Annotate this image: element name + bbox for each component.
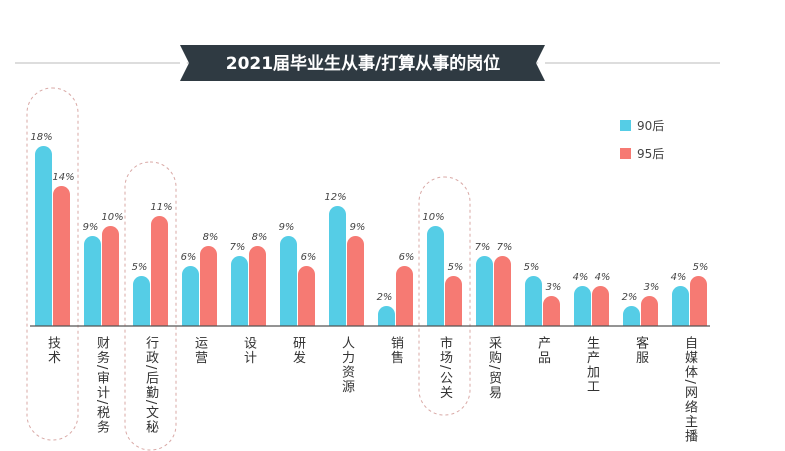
bar <box>641 296 658 326</box>
bar <box>35 146 52 326</box>
chart-title: 2021届毕业生从事/打算从事的岗位 <box>226 53 501 74</box>
category-label: 设计 <box>241 336 257 365</box>
bar <box>133 276 150 326</box>
data-label: 9% <box>83 222 99 233</box>
category-label: 研发 <box>290 336 306 365</box>
data-label: 4% <box>595 272 611 283</box>
category-label: 客服 <box>633 335 649 365</box>
data-label: 9% <box>350 222 366 233</box>
data-label: 10% <box>422 212 444 223</box>
category-label: 产品 <box>535 336 551 365</box>
category-label: 技术 <box>45 336 61 365</box>
data-label: 18% <box>30 132 52 143</box>
data-label: 5% <box>132 262 148 273</box>
data-label: 3% <box>644 282 660 293</box>
title-banner <box>180 45 545 81</box>
data-label: 6% <box>301 252 317 263</box>
bar <box>445 276 462 326</box>
bar <box>574 286 591 326</box>
legend-swatch <box>620 148 631 159</box>
data-label: 12% <box>324 192 346 203</box>
bar <box>182 266 199 326</box>
bar <box>102 226 119 326</box>
bar <box>298 266 315 326</box>
data-label: 9% <box>279 222 295 233</box>
data-label: 6% <box>399 252 415 263</box>
category-label: 运营 <box>192 336 208 365</box>
category-label: 销售 <box>388 336 404 365</box>
data-label: 7% <box>475 242 491 253</box>
category-label: 人力资源 <box>339 336 355 394</box>
bar <box>378 306 395 326</box>
data-label: 10% <box>101 212 123 223</box>
bar <box>623 306 640 326</box>
bar <box>249 246 266 326</box>
bar <box>494 256 511 326</box>
category-label: 采购/贸易 <box>486 336 502 400</box>
data-label: 4% <box>671 272 687 283</box>
bar <box>525 276 542 326</box>
bar <box>396 266 413 326</box>
bar <box>329 206 346 326</box>
category-label: 生产加工 <box>584 336 600 394</box>
bar <box>280 236 297 326</box>
data-label: 8% <box>203 232 219 243</box>
banner-notch-left <box>180 54 187 72</box>
bar <box>427 226 444 326</box>
data-label: 5% <box>448 262 464 273</box>
legend-label: 95后 <box>637 147 664 161</box>
data-label: 7% <box>230 242 246 253</box>
highlight-box <box>26 87 79 441</box>
bar <box>592 286 609 326</box>
bar <box>672 286 689 326</box>
data-label: 11% <box>150 202 172 213</box>
data-label: 2% <box>377 292 393 303</box>
category-label: 财务/审计/税务 <box>94 336 110 435</box>
bar <box>347 236 364 326</box>
category-label: 行政/后勤/文秘 <box>143 336 159 435</box>
data-label: 5% <box>693 262 709 273</box>
legend-swatch <box>620 120 631 131</box>
data-label: 7% <box>497 242 513 253</box>
bar <box>231 256 248 326</box>
category-label: 市场/公关 <box>437 335 453 399</box>
data-label: 3% <box>546 282 562 293</box>
data-label: 6% <box>181 252 197 263</box>
bar <box>84 236 101 326</box>
bar <box>543 296 560 326</box>
data-label: 14% <box>52 172 74 183</box>
bar <box>53 186 70 326</box>
bar <box>151 216 168 326</box>
banner-notch-right <box>538 54 545 72</box>
highlight-box <box>124 161 177 451</box>
category-label: 自媒体/网络主播 <box>682 336 698 443</box>
highlight-box <box>418 176 471 416</box>
data-label: 4% <box>573 272 589 283</box>
data-label: 8% <box>252 232 268 243</box>
data-label: 5% <box>524 262 540 273</box>
bar <box>690 276 707 326</box>
bar <box>200 246 217 326</box>
bar <box>476 256 493 326</box>
data-label: 2% <box>622 292 638 303</box>
legend-label: 90后 <box>637 119 664 133</box>
